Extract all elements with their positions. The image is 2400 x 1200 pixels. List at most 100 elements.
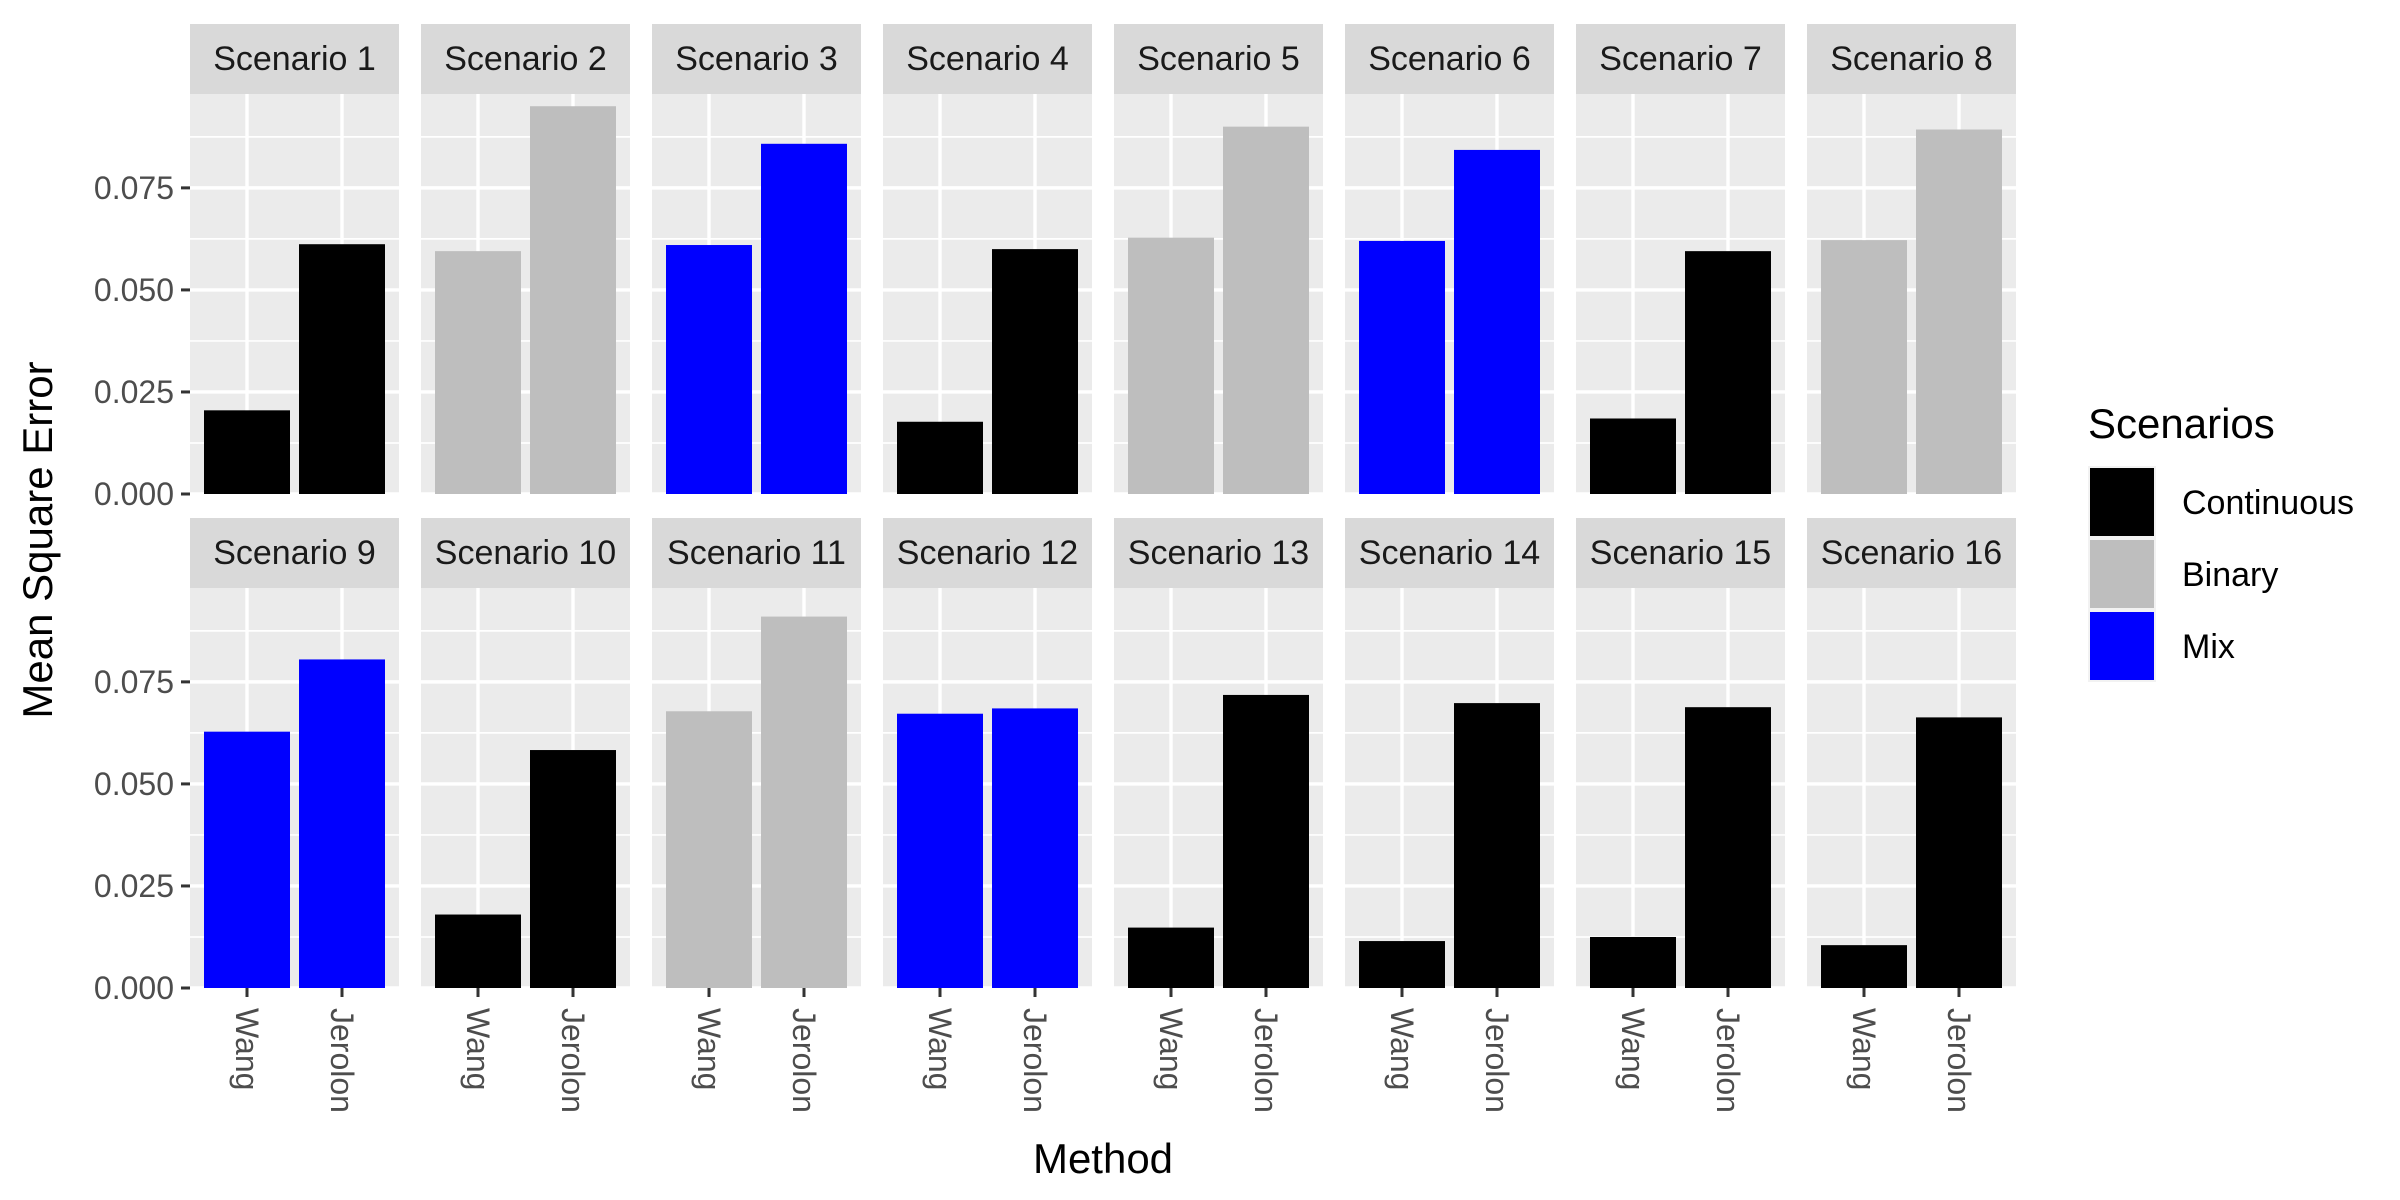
facet-title: Scenario 3 [675, 40, 838, 78]
facet-panel: Scenario 16 [1807, 518, 2016, 990]
facet-strip [1114, 518, 1323, 588]
legend-swatch-mix [2090, 612, 2154, 680]
facet-panel: Scenario 11 [652, 518, 861, 990]
legend-label-binary: Binary [2182, 556, 2278, 594]
bar-jerolon [299, 244, 385, 494]
legend-title: Scenarios [2088, 400, 2275, 447]
bar-jerolon [761, 616, 847, 988]
bar-wang [666, 245, 752, 494]
facet-strip [1345, 518, 1554, 588]
facet-strip [652, 518, 861, 588]
bar-wang [666, 711, 752, 988]
x-tick-label: Jerolon [1248, 1008, 1284, 1113]
facet-title: Scenario 9 [213, 534, 376, 572]
bar-jerolon [761, 143, 847, 495]
facet-panel: Scenario 9 [190, 518, 399, 990]
bar-jerolon [1685, 251, 1771, 494]
bar-wang [1590, 418, 1676, 494]
bar-wang [1359, 941, 1445, 988]
bar-jerolon [530, 106, 616, 494]
axes: 0.000 0.025 0.050 0.075 Wang Jerolon 0.000 0.02… [94, 170, 1977, 1113]
facet-panels: Scenario 1 Scenario 2 Scenario 3 Scenario 4… [190, 24, 2016, 990]
bar-jerolon [992, 249, 1078, 494]
bar-wang [1821, 240, 1907, 494]
bar-wang [1359, 240, 1445, 494]
facet-strip [1807, 518, 2016, 588]
bar-wang [897, 421, 983, 494]
facet-panel: Scenario 6 [1345, 24, 1554, 496]
bar-wang [1128, 927, 1214, 988]
legend-label-mix: Mix [2182, 628, 2235, 666]
bar-wang [204, 410, 290, 494]
x-tick-label: Wang [460, 1008, 496, 1090]
facet-title: Scenario 2 [444, 40, 607, 78]
bar-jerolon [299, 659, 385, 988]
x-tick-label: Jerolon [1941, 1008, 1977, 1113]
x-tick-label: Wang [1384, 1008, 1420, 1090]
x-tick-label: Wang [229, 1008, 265, 1090]
bar-jerolon [1685, 707, 1771, 988]
facet-strip [421, 518, 630, 588]
facet-panel: Scenario 8 [1807, 24, 2016, 496]
facet-panel: Scenario 14 [1345, 518, 1554, 990]
y-tick-label: 0.000 [94, 476, 174, 512]
facet-title: Scenario 16 [1821, 534, 2002, 572]
x-tick-label: Wang [922, 1008, 958, 1090]
x-tick-label: Wang [1153, 1008, 1189, 1090]
facet-title: Scenario 12 [897, 534, 1078, 572]
facet-panel: Scenario 7 [1576, 24, 1785, 496]
facet-panel: Scenario 3 [652, 24, 861, 496]
facet-strip [421, 24, 630, 94]
bar-jerolon [1916, 717, 2002, 988]
legend-swatch-binary [2090, 540, 2154, 608]
x-tick-label: Jerolon [1479, 1008, 1515, 1113]
facet-strip [652, 24, 861, 94]
bar-jerolon [1916, 129, 2002, 495]
facet-panel: Scenario 12 [883, 518, 1092, 990]
bar-wang [1128, 237, 1214, 494]
bar-jerolon [1454, 703, 1540, 988]
bar-wang [204, 731, 290, 988]
facet-title: Scenario 15 [1590, 534, 1771, 572]
facet-panel: Scenario 4 [883, 24, 1092, 496]
x-tick-label: Wang [691, 1008, 727, 1090]
x-tick-label: Wang [1846, 1008, 1882, 1090]
facet-strip [1345, 24, 1554, 94]
facet-panel: Scenario 2 [421, 24, 630, 496]
bar-jerolon [1223, 694, 1309, 988]
bar-wang [1590, 936, 1676, 988]
x-axis-title: Method [1033, 1135, 1173, 1182]
facet-title: Scenario 7 [1599, 40, 1762, 78]
bar-wang [435, 914, 521, 988]
x-tick-label: Jerolon [786, 1008, 822, 1113]
x-tick-label: Jerolon [555, 1008, 591, 1113]
y-tick-label: 0.025 [94, 374, 174, 410]
y-tick-label: 0.075 [94, 170, 174, 206]
y-axis-title: Mean Square Error [14, 361, 61, 718]
facet-panel: Scenario 15 [1576, 518, 1785, 990]
facet-title: Scenario 1 [213, 40, 376, 78]
bar-wang [435, 251, 521, 494]
facet-title: Scenario 11 [667, 534, 846, 572]
facet-title: Scenario 4 [906, 40, 1069, 78]
legend-label-continuous: Continuous [2182, 484, 2354, 522]
facet-strip [883, 518, 1092, 588]
facet-title: Scenario 10 [435, 534, 616, 572]
facet-strip [1576, 24, 1785, 94]
facet-title: Scenario 14 [1359, 534, 1540, 572]
bar-jerolon [1454, 149, 1540, 494]
x-tick-label: Jerolon [1017, 1008, 1053, 1113]
facet-strip [883, 24, 1092, 94]
x-tick-label: Jerolon [324, 1008, 360, 1113]
y-tick-label: 0.025 [94, 868, 174, 904]
bar-jerolon [1223, 126, 1309, 494]
facet-panel: Scenario 10 [421, 518, 630, 990]
facet-strip [1114, 24, 1323, 94]
facet-title: Scenario 8 [1830, 40, 1993, 78]
legend: Scenarios Continuous Binary Mix [2088, 400, 2354, 682]
x-tick-label: Wang [1615, 1008, 1651, 1090]
bar-wang [1821, 945, 1907, 988]
facet-strip [1576, 518, 1785, 588]
bar-jerolon [992, 708, 1078, 988]
